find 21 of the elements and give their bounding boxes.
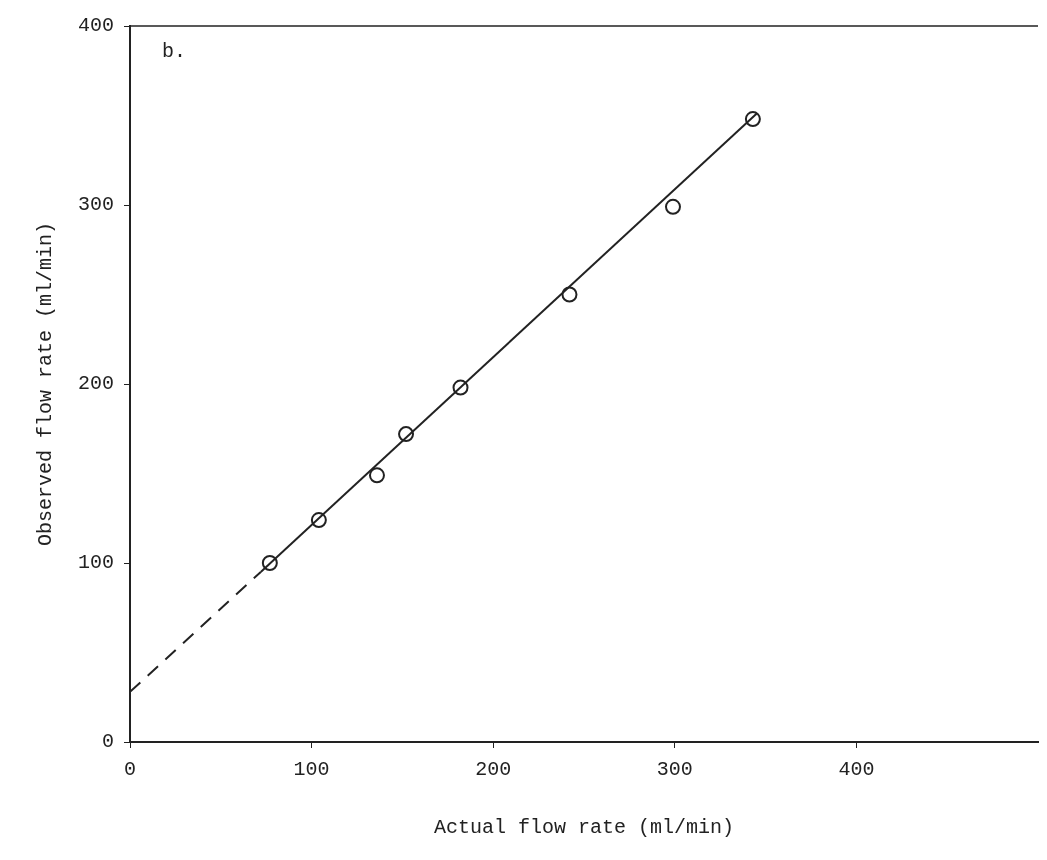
y-tick-label: 200 xyxy=(77,372,115,396)
point xyxy=(261,555,278,571)
point xyxy=(368,467,385,484)
y-tick-label: 400 xyxy=(77,14,115,38)
point xyxy=(664,198,681,215)
x-tick-label: 300 xyxy=(656,758,693,782)
y-tick-label: 100 xyxy=(77,551,115,575)
y-tick-label: 300 xyxy=(77,193,115,217)
x-tick-label: 100 xyxy=(293,758,330,782)
x-axis-title: Actual flow rate (ml/min) xyxy=(433,816,735,840)
x-tick-label: 200 xyxy=(475,758,512,782)
x-tick-label: 400 xyxy=(838,758,875,782)
y-axis-title: Observed flow rate (ml/min) xyxy=(34,221,58,547)
point xyxy=(398,426,415,443)
point xyxy=(452,379,469,396)
x-tick-label: 0 xyxy=(124,758,137,782)
y-tick-label: 0 xyxy=(101,730,115,754)
annotation: b. xyxy=(162,40,187,64)
point xyxy=(561,286,578,303)
point xyxy=(310,512,327,529)
point xyxy=(744,111,761,128)
